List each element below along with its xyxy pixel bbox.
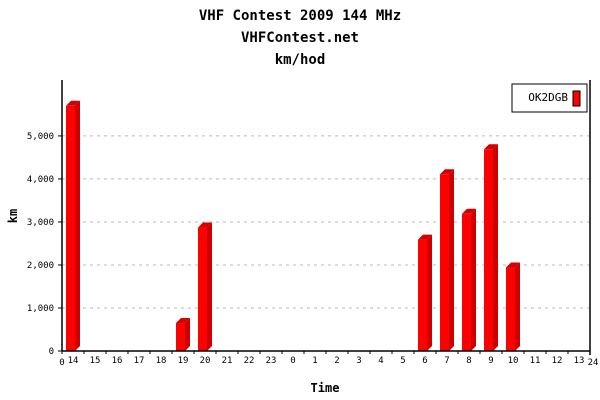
bar-side (185, 318, 190, 351)
bar-top (440, 169, 454, 175)
bar-top (506, 262, 520, 268)
x-tick-label: 3 (356, 356, 361, 366)
bar-front (66, 105, 75, 351)
bar (176, 318, 190, 351)
bar (484, 144, 498, 351)
legend-swatch (572, 90, 581, 107)
bar-front (462, 213, 471, 351)
x-tick-label: 20 (200, 356, 211, 366)
x-tick-label: 9 (488, 356, 493, 366)
x-tick-label: 22 (244, 356, 255, 366)
x-tick-label: 6 (422, 356, 427, 366)
x-tick-label: 8 (466, 356, 471, 366)
bar-top (198, 222, 212, 228)
x-tick-label: 15 (90, 356, 101, 366)
y-tick-label: 5,000 (27, 132, 54, 142)
x-tick-label: 12 (552, 356, 563, 366)
y-tick-label: 4,000 (27, 175, 54, 185)
bar (462, 208, 476, 351)
x-tick-label: 7 (444, 356, 449, 366)
bar-top (462, 208, 476, 214)
bar (440, 169, 454, 351)
x-tick-label: 19 (178, 356, 189, 366)
x-axis-start-label: 0 (59, 358, 64, 368)
chart-unit: km/hod (275, 52, 326, 68)
x-tick-label: 10 (508, 356, 519, 366)
x-axis-end-label: 24 (588, 358, 599, 368)
chart-subtitle: VHFContest.net (241, 30, 359, 46)
bar-side (471, 208, 476, 351)
y-tick-label: 1,000 (27, 304, 54, 314)
bar-front (506, 267, 515, 351)
bar-top (66, 100, 80, 106)
bar-front (440, 174, 449, 351)
legend: OK2DGB (511, 83, 588, 113)
bar-side (207, 222, 212, 351)
y-tick-label: 3,000 (27, 218, 54, 228)
bar (418, 234, 432, 351)
x-axis-label: Time (311, 381, 340, 395)
y-axis-label: km (6, 209, 20, 223)
y-tick-label: 2,000 (27, 261, 54, 271)
bar-front (418, 239, 427, 351)
bar-side (515, 262, 520, 351)
x-tick-label: 1 (312, 356, 317, 366)
bar (66, 100, 80, 351)
bar (506, 262, 520, 351)
bar-side (75, 100, 80, 351)
x-tick-label: 14 (68, 356, 79, 366)
bar-front (484, 149, 493, 351)
x-tick-label: 13 (574, 356, 585, 366)
x-tick-label: 4 (378, 356, 383, 366)
bar-top (418, 234, 432, 240)
bar-side (427, 234, 432, 351)
bar-side (449, 169, 454, 351)
x-tick-label: 2 (334, 356, 339, 366)
bar-top (484, 144, 498, 150)
x-tick-label: 23 (266, 356, 277, 366)
bar-top (176, 318, 190, 324)
x-tick-label: 18 (156, 356, 167, 366)
x-tick-label: 16 (112, 356, 123, 366)
x-tick-label: 17 (134, 356, 145, 366)
bar (198, 222, 212, 351)
x-tick-label: 21 (222, 356, 233, 366)
x-tick-label: 0 (290, 356, 295, 366)
y-tick-label: 0 (49, 347, 54, 357)
x-tick-label: 11 (530, 356, 541, 366)
bar-front (176, 323, 185, 351)
bar-side (493, 144, 498, 351)
chart-title: VHF Contest 2009 144 MHz (199, 8, 401, 24)
x-tick-label: 5 (400, 356, 405, 366)
bar-front (198, 227, 207, 351)
legend-label: OK2DGB (528, 91, 568, 104)
